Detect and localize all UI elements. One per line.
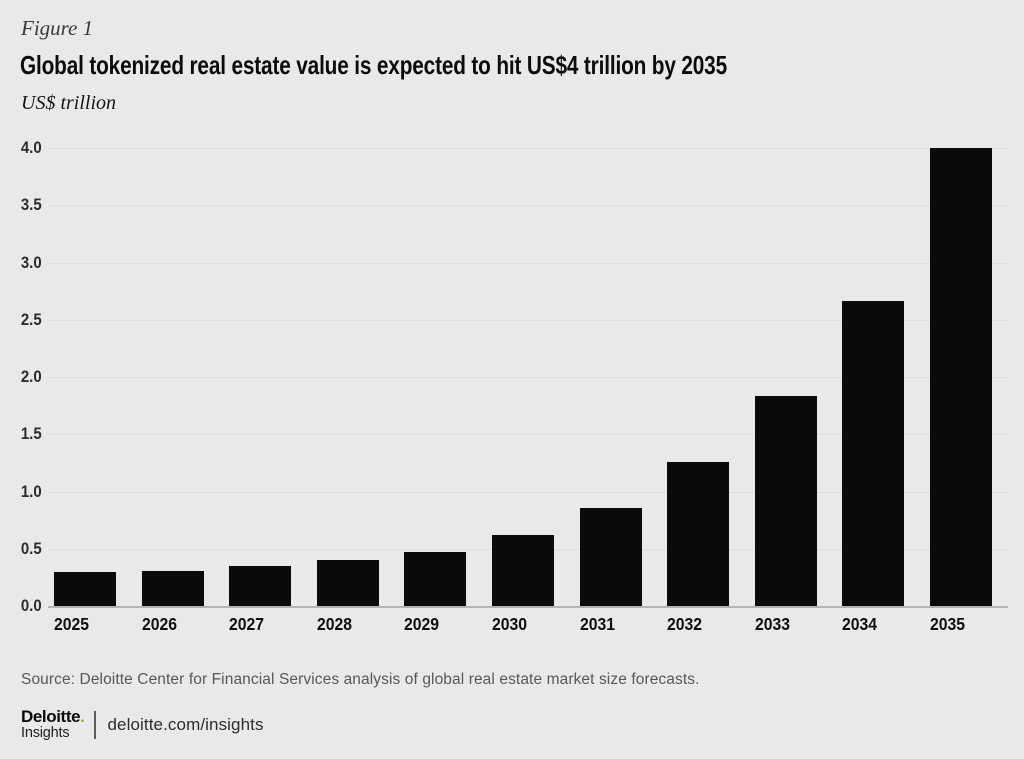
x-tick-label: 2025 (54, 614, 90, 634)
y-tick-label: 4.0 (21, 138, 42, 157)
y-tick-label: 0.0 (21, 596, 42, 615)
bar-2032 (667, 461, 730, 606)
plot-area: 2025 2026 2027 2028 2029 2030 2031 2032 2033 2034… (48, 148, 1008, 634)
figure-label: Figure 1 (21, 16, 94, 40)
y-tick-label: 3.5 (21, 195, 42, 215)
bar-2035 (930, 148, 992, 606)
y-tick-label: 0.5 (21, 538, 42, 558)
gridline-2.0 (48, 377, 1008, 378)
gridline-3.0 (48, 262, 1008, 264)
gridline-4.0 (48, 148, 1008, 149)
x-tick-label: 2031 (579, 614, 615, 634)
y-axis-labels: 0.0 0.5 1.0 1.5 2.0 2.5 3.0 3.5 4.0 (0, 138, 42, 615)
brand-name: Deloitte. (21, 707, 85, 726)
x-tick-label: 2029 (404, 614, 440, 634)
brand-word: Deloitte (21, 707, 81, 726)
bar-2029 (404, 552, 467, 606)
bar-2031 (579, 507, 642, 606)
footer-divider (94, 710, 97, 739)
brand-subtitle: Insights (21, 724, 70, 741)
gridline-2.5 (48, 319, 1008, 321)
x-tick-label: 2030 (492, 614, 528, 634)
footer: Deloitte. Insights deloitte.com/insights (21, 708, 264, 742)
x-tick-label: 2032 (667, 614, 703, 634)
y-tick-label: 1.5 (21, 424, 42, 444)
deloitte-insights-logo: Deloitte. Insights (21, 707, 85, 742)
gridline-3.5 (48, 205, 1008, 207)
bar-2030 (492, 535, 554, 606)
x-tick-label: 2028 (316, 614, 352, 634)
x-tick-label: 2033 (754, 614, 790, 634)
footer-url: deloitte.com/insights (107, 714, 264, 734)
unit-label: US$ trillion (21, 92, 117, 114)
gridline-1.5 (48, 434, 1008, 436)
x-tick-label: 2034 (842, 614, 878, 634)
bar-2033 (754, 396, 817, 606)
source-note: Source: Deloitte Center for Financial Se… (21, 671, 700, 688)
chart-title: Global tokenized real estate value is ex… (20, 50, 728, 80)
y-tick-label: 1.0 (21, 481, 42, 501)
bar-2034 (842, 301, 905, 606)
x-tick-label: 2027 (229, 614, 265, 634)
x-tick-label: 2035 (930, 614, 966, 634)
green-dot-icon: . (80, 707, 85, 726)
bar-2027 (229, 565, 292, 606)
y-tick-label: 2.0 (21, 367, 42, 386)
bar-2025 (54, 571, 116, 606)
gridline-1.0 (48, 491, 1008, 493)
y-tick-label: 3.0 (21, 252, 42, 272)
x-tick-label: 2026 (141, 614, 177, 634)
bar-2028 (316, 560, 379, 606)
y-tick-label: 2.5 (21, 309, 42, 329)
bar-2026 (141, 570, 204, 606)
